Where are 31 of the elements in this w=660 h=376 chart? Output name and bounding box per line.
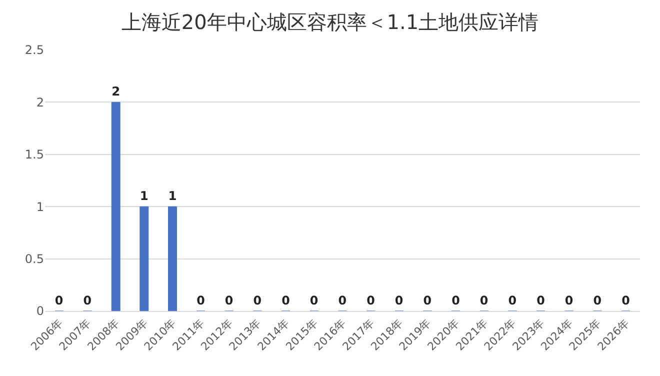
data-label: 0	[480, 294, 488, 308]
data-label: 0	[196, 294, 205, 308]
y-tick-label: 1	[36, 200, 44, 214]
data-label: 0	[83, 294, 92, 308]
data-label: 0	[366, 294, 375, 308]
data-label: 0	[564, 294, 574, 308]
data-label: 0	[224, 294, 234, 308]
data-label: 0	[536, 294, 545, 308]
data-label: 0	[338, 294, 347, 308]
data-label: 0	[310, 294, 318, 308]
data-label: 0	[282, 294, 290, 308]
y-tick-label: 2.5	[24, 43, 44, 58]
data-label: 2	[112, 84, 120, 99]
y-tick-label: 1.5	[24, 148, 44, 162]
bar	[140, 206, 149, 311]
bar	[168, 206, 177, 311]
data-label: 0	[452, 294, 460, 308]
data-label: 0	[253, 294, 262, 308]
data-label: 0	[593, 294, 602, 308]
data-label: 0	[622, 294, 630, 308]
y-tick-label: 2	[36, 95, 44, 110]
y-tick-label: 0	[36, 304, 44, 318]
data-label: 1	[140, 189, 148, 204]
data-label: 0	[54, 294, 64, 308]
data-label: 0	[423, 294, 432, 308]
data-label: 1	[168, 189, 177, 204]
data-label: 0	[508, 294, 517, 308]
y-tick-label: 0.5	[24, 252, 44, 266]
data-label: 0	[394, 294, 404, 308]
bar	[111, 102, 120, 311]
chart-title: 上海近20年中心城区容积率＜1.1土地供应详情	[121, 10, 539, 34]
